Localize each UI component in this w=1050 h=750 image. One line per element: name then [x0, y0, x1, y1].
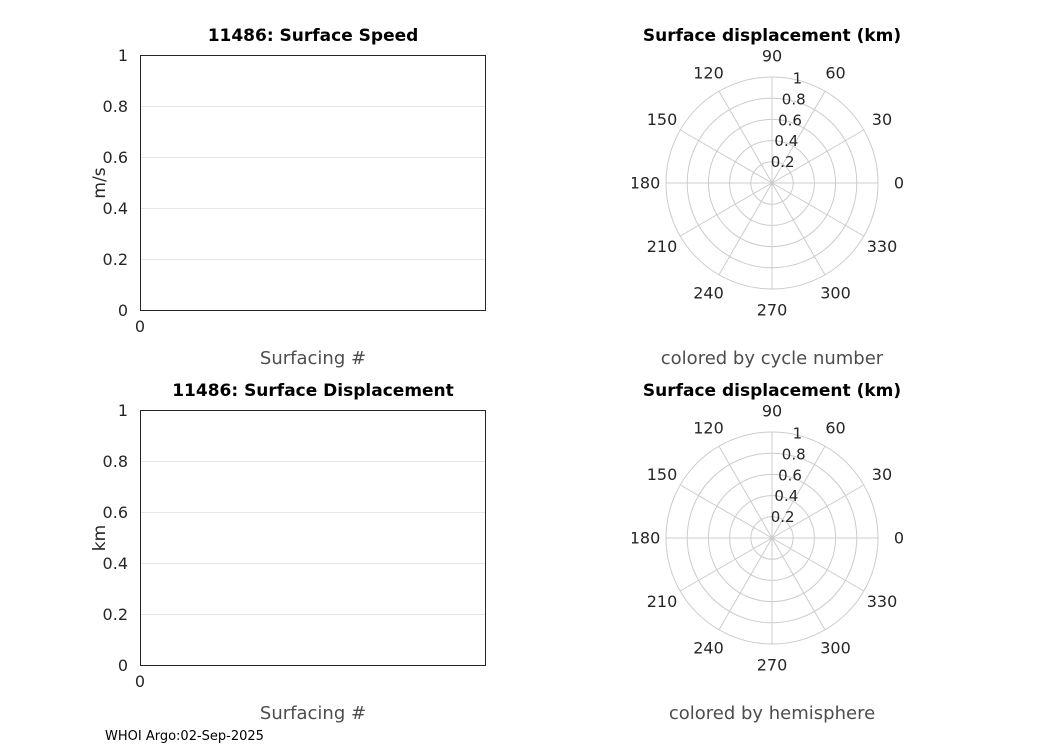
surface-displacement-ytick-label: 0	[117, 656, 128, 675]
surface-speed-title: 11486: Surface Speed	[207, 26, 419, 46]
surface-speed-ylabel: m/s	[90, 167, 110, 199]
polar-cycle-theta-tick-label: 330	[867, 237, 898, 256]
polar-cycle-r-tick-label: 1	[793, 70, 803, 88]
polar-cycle-theta-tick-label: 60	[825, 64, 845, 83]
polar-hemisphere-theta-tick-label: 240	[693, 638, 724, 657]
surface-speed-xtick-label: 0	[134, 317, 146, 336]
surface-displacement-ytick-label: 0.2	[102, 605, 128, 624]
surface-displacement-title: 11486: Surface Displacement	[172, 381, 454, 401]
surface-speed-ytick-label: 0	[117, 301, 128, 320]
surface-speed-ytick-label: 0.8	[102, 97, 128, 116]
surface-speed-ytick-label: 0.2	[102, 250, 128, 269]
polar-hemisphere-theta-tick-label: 90	[762, 402, 782, 421]
surface-displacement-ylabel: km	[90, 524, 110, 552]
polar-cycle-subtitle: colored by cycle number	[660, 348, 884, 369]
polar-hemisphere-theta-tick-label: 150	[647, 465, 678, 484]
polar-cycle-theta-tick-label: 120	[693, 64, 724, 83]
surface-displacement-ytick-label: 0.4	[102, 554, 128, 573]
polar-hemisphere-theta-tick-label: 210	[647, 592, 678, 611]
polar-cycle-plot: 0 30 60 90 120 150 180 210 240 270 300 330 0.2 0.4 0.6…	[632, 47, 904, 320]
polar-cycle-title: Surface displacement (km)	[642, 26, 902, 46]
polar-hemisphere-r-tick-label: 0.8	[782, 445, 806, 463]
surface-speed-ytick-label: 0.4	[102, 199, 128, 218]
surface-displacement-xlabel: Surfacing #	[259, 703, 367, 724]
surface-displacement-ytick-label: 0.6	[102, 503, 128, 522]
surface-speed-plot	[140, 55, 486, 311]
polar-hemisphere-r-tick-label: 0.6	[778, 466, 802, 484]
footer-attribution: WHOI Argo:02-Sep-2025	[105, 729, 264, 744]
polar-hemisphere-r-tick-label: 1	[793, 425, 803, 443]
polar-cycle-theta-tick-label: 210	[647, 237, 678, 256]
polar-hemisphere-theta-tick-label: 270	[757, 656, 788, 675]
polar-cycle-theta-tick-label: 30	[872, 110, 892, 129]
surface-displacement-xtick-label: 0	[134, 672, 146, 691]
surface-speed-ytick-label: 1	[117, 46, 128, 65]
polar-hemisphere-theta-tick-label: 0	[894, 529, 904, 548]
polar-cycle-theta-tick-label: 300	[820, 283, 851, 302]
polar-cycle-theta-tick-label: 270	[757, 301, 788, 320]
polar-cycle-r-tick-label: 0.4	[774, 132, 798, 150]
polar-cycle-theta-tick-label: 240	[693, 283, 724, 302]
polar-cycle-r-tick-label: 0.6	[778, 111, 802, 129]
polar-hemisphere-theta-tick-label: 30	[872, 465, 892, 484]
polar-hemisphere-r-tick-label: 0.2	[771, 508, 795, 526]
polar-cycle-r-tick-label: 0.2	[771, 153, 795, 171]
polar-cycle-theta-tick-label: 180	[632, 174, 660, 193]
polar-hemisphere-plot: 0 30 60 90 120 150 180 210 240 270 300 330 0.2 0.4 0.6…	[632, 402, 904, 675]
surface-displacement-plot	[140, 410, 486, 666]
surface-displacement-ytick-label: 1	[117, 401, 128, 420]
polar-cycle-r-tick-label: 0.8	[782, 90, 806, 108]
polar-hemisphere-theta-tick-label: 330	[867, 592, 898, 611]
surface-speed-ytick-label: 0.6	[102, 148, 128, 167]
polar-hemisphere-theta-tick-label: 60	[825, 419, 845, 438]
polar-cycle-theta-tick-label: 90	[762, 47, 782, 66]
surface-displacement-ytick-label: 0.8	[102, 452, 128, 471]
polar-hemisphere-subtitle: colored by hemisphere	[668, 703, 876, 724]
polar-hemisphere-theta-tick-label: 180	[632, 529, 660, 548]
polar-hemisphere-title: Surface displacement (km)	[642, 381, 902, 401]
surface-speed-xlabel: Surfacing #	[259, 348, 367, 369]
polar-cycle-theta-tick-label: 150	[647, 110, 678, 129]
polar-hemisphere-r-tick-label: 0.4	[774, 487, 798, 505]
polar-cycle-theta-tick-label: 0	[894, 174, 904, 193]
polar-hemisphere-theta-tick-label: 120	[693, 419, 724, 438]
polar-hemisphere-theta-tick-label: 300	[820, 638, 851, 657]
